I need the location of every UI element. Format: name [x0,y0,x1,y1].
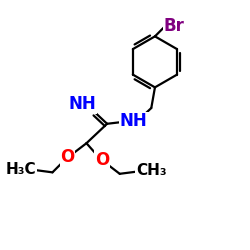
Text: NH: NH [68,95,96,113]
Text: O: O [60,148,75,166]
Text: NH: NH [120,112,148,130]
Text: H₃C: H₃C [6,162,36,177]
Text: CH₃: CH₃ [136,164,166,178]
Text: O: O [95,151,109,169]
Text: Br: Br [164,17,185,35]
